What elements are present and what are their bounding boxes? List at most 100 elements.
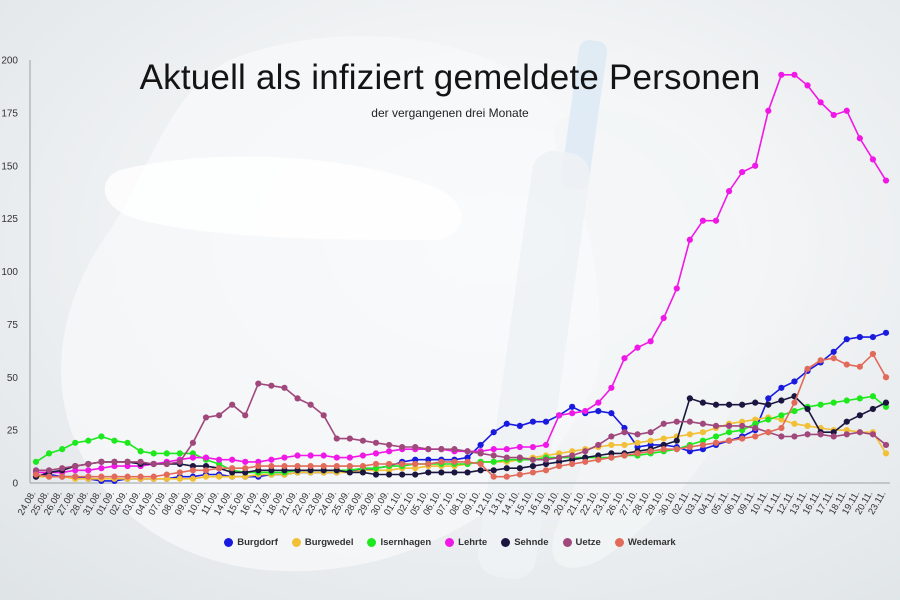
data-point-wedemark [320, 462, 327, 470]
data-point-uetze [490, 452, 497, 459]
data-point-wedemark [307, 462, 314, 470]
data-point-uetze [255, 380, 262, 387]
data-point-wedemark [817, 357, 824, 364]
data-point-wedemark [516, 471, 523, 478]
data-point-isernhagen [176, 450, 183, 457]
legend-label: Wedemark [627, 537, 676, 548]
data-point-burgdorf [869, 333, 877, 341]
data-point-uetze [608, 433, 615, 440]
legend-item-lehrte: Lehrte [445, 537, 487, 548]
y-tick-label: 125 [1, 214, 18, 225]
data-point-isernhagen [817, 401, 824, 408]
data-point-wedemark [582, 458, 589, 465]
data-point-uetze [72, 462, 79, 470]
x-axis: 24.08.25.08.26.08.27.08.28.08.31.08.01.0… [16, 482, 890, 517]
data-point-lehrte [843, 107, 850, 114]
data-point-wedemark [72, 473, 79, 480]
data-point-uetze [739, 422, 746, 429]
legend-item-wedemark: Wedemark [614, 537, 676, 548]
series-layer [32, 71, 890, 484]
data-point-lehrte [830, 111, 837, 119]
data-point-lehrte [608, 384, 615, 391]
y-tick-label: 0 [12, 479, 18, 490]
legend-swatch [501, 538, 511, 547]
data-point-uetze [215, 412, 223, 419]
y-tick-label: 100 [1, 267, 18, 278]
data-point-uetze [242, 412, 249, 419]
data-point-wedemark [333, 462, 340, 470]
data-point-wedemark [425, 460, 432, 468]
data-point-burgdorf [791, 378, 798, 385]
data-point-wedemark [111, 473, 118, 480]
data-point-uetze [176, 458, 183, 465]
data-point-wedemark [189, 467, 197, 474]
series-line-burgdorf [35, 332, 887, 482]
data-point-uetze [817, 431, 824, 438]
data-point-uetze [189, 439, 197, 446]
legend: Burgdorf Burgwedel Isernhagen Lehrte Sehnde U… [0, 537, 900, 548]
data-point-lehrte [595, 399, 602, 406]
data-point-uetze [660, 420, 667, 427]
data-point-sehnde [477, 467, 484, 474]
data-point-uetze [830, 433, 837, 440]
data-point-isernhagen [45, 450, 53, 457]
data-point-burgwedel [699, 429, 707, 436]
data-point-uetze [268, 382, 275, 389]
data-point-uetze [542, 456, 550, 463]
data-point-burgwedel [176, 475, 183, 482]
data-point-sehnde [804, 405, 811, 413]
legend-label: Isernhagen [380, 537, 432, 548]
data-point-sehnde [425, 469, 432, 476]
data-point-isernhagen [856, 395, 863, 402]
data-point-lehrte [555, 412, 563, 419]
data-point-burgwedel [608, 441, 615, 449]
data-point-isernhagen [778, 412, 785, 419]
data-point-sehnde [385, 471, 393, 478]
data-point-wedemark [399, 460, 406, 468]
data-point-wedemark [778, 424, 785, 432]
data-point-uetze [725, 422, 733, 429]
data-point-uetze [595, 441, 602, 449]
data-point-wedemark [529, 469, 537, 476]
data-point-isernhagen [791, 407, 798, 415]
data-point-uetze [372, 439, 380, 446]
data-point-sehnde [503, 465, 510, 472]
data-point-wedemark [542, 467, 550, 474]
data-point-wedemark [59, 473, 66, 480]
data-point-uetze [124, 458, 131, 465]
data-point-wedemark [634, 450, 641, 457]
series-wedemark [32, 350, 890, 480]
data-point-wedemark [202, 467, 210, 474]
y-tick-label: 150 [1, 161, 18, 172]
data-point-burgwedel [804, 422, 811, 429]
data-point-uetze [869, 431, 877, 438]
data-point-wedemark [98, 473, 105, 480]
data-point-uetze [359, 437, 367, 444]
data-point-burgwedel [621, 441, 628, 449]
data-point-lehrte [699, 217, 707, 224]
data-point-uetze [399, 443, 406, 451]
data-point-wedemark [385, 460, 393, 468]
data-point-lehrte [569, 410, 576, 417]
data-point-uetze [412, 443, 419, 451]
data-point-lehrte [725, 188, 733, 195]
y-axis: 0 25 50 75 100 125 150 175 200 [1, 56, 31, 490]
data-point-isernhagen [869, 393, 877, 400]
data-point-burgdorf [503, 420, 510, 427]
data-point-lehrte [189, 454, 197, 461]
data-point-uetze [307, 401, 314, 408]
data-point-sehnde [778, 397, 785, 404]
data-point-burgdorf [529, 418, 537, 425]
data-point-uetze [804, 431, 811, 438]
data-point-wedemark [830, 355, 837, 362]
data-point-uetze [137, 458, 144, 465]
legend-swatch [562, 538, 572, 547]
data-point-burgdorf [542, 418, 550, 425]
data-point-lehrte [869, 156, 877, 163]
legend-item-sehnde: Sehnde [501, 537, 549, 548]
data-point-sehnde [464, 469, 471, 476]
data-point-wedemark [464, 458, 471, 465]
data-point-lehrte [307, 452, 314, 459]
legend-swatch [291, 538, 301, 547]
